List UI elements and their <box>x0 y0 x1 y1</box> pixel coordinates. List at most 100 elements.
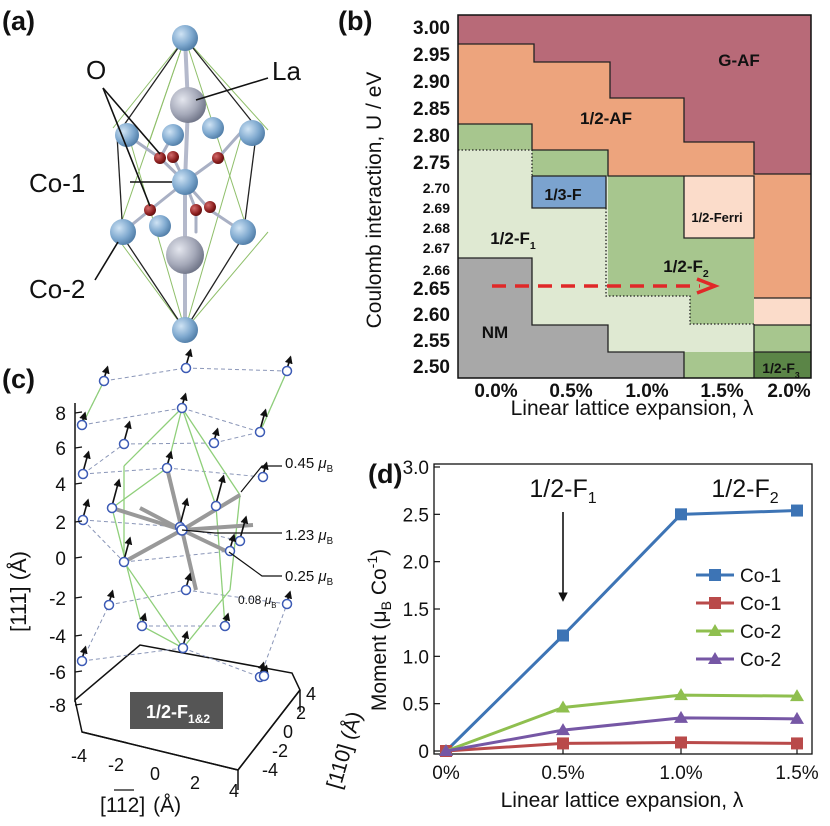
moment-y-tick-label: 2.5 <box>403 505 429 526</box>
moment-y-tick-label: 1.0 <box>403 647 429 668</box>
la-atom <box>166 236 204 274</box>
phase-label-g-af: G-AF <box>718 51 760 70</box>
y111-tick-label: 6 <box>55 439 66 460</box>
lattice-dash <box>259 603 288 678</box>
y111-tick <box>74 670 83 673</box>
u-tick-label: 2.95 <box>413 45 450 66</box>
moment-label: 0.08 μB <box>238 593 276 610</box>
o-atom <box>154 152 166 164</box>
spin-site <box>136 612 148 632</box>
spin-site <box>76 411 88 431</box>
lattice-dash <box>213 431 261 444</box>
z110-tick-label: 4 <box>306 684 316 704</box>
spin-site <box>254 408 268 438</box>
o-atom <box>204 201 216 213</box>
y111-tick-label: 8 <box>55 404 66 425</box>
y111-unit: (Å) <box>6 551 31 580</box>
series-point <box>557 629 569 642</box>
x112-main: [112] <box>100 794 145 817</box>
phase-boundary <box>458 43 811 175</box>
phase-y-title: Coulomb interaction, U / eV <box>363 72 386 329</box>
y111-tick-label: -8 <box>49 696 66 717</box>
cell-edge <box>123 561 184 649</box>
cell-edge <box>182 589 231 649</box>
series-point <box>557 737 569 750</box>
legend-label: Co-1 <box>740 594 781 615</box>
lattice-dash <box>81 407 183 426</box>
cell-edge <box>259 370 288 433</box>
bond-line <box>180 493 242 532</box>
moment-label: 0.45 μB <box>285 455 333 475</box>
spin-site <box>176 392 188 414</box>
cell-edge <box>123 407 183 467</box>
bond-line <box>165 467 184 531</box>
phase-label-1-2-ferri: 1/2-Ferri <box>691 210 742 225</box>
o-atom <box>144 204 156 216</box>
series-point <box>790 711 804 724</box>
u-tick-label: 2.85 <box>413 99 450 120</box>
phase-labels: G-AF 1/2-AF 1/3-F 1/2-F1 1/2-F2 1/2-Ferri 1/2-… <box>482 51 800 380</box>
moment-x-title: Linear lattice expansion, λ <box>501 789 744 812</box>
lambda-tick-label: 0.5% <box>549 381 592 402</box>
series-point <box>675 736 687 749</box>
lattice-dash <box>108 589 187 606</box>
moment-leader <box>228 551 282 577</box>
phase-label-nm: NM <box>482 323 508 342</box>
phase-region-1-2-ferri <box>754 298 811 325</box>
co1-atom <box>172 169 198 195</box>
z-110-ticks: 420-2-4 <box>262 684 316 780</box>
lattice-dash <box>166 467 264 478</box>
cell-edge <box>141 625 184 649</box>
phase-label-1-2-f3: 1/2-F3 <box>762 360 800 380</box>
phase-boundary <box>458 123 684 177</box>
lattice-dash <box>185 367 288 372</box>
spin-site <box>180 348 193 374</box>
cell-edge <box>111 467 168 509</box>
spin-site <box>118 420 132 450</box>
cell-edge <box>181 407 217 507</box>
spin-sites <box>76 348 293 683</box>
co-atom <box>239 120 265 146</box>
z110-tick-label: 2 <box>296 703 306 723</box>
cell-edge <box>215 505 226 627</box>
spin-site <box>281 590 293 610</box>
lambda-axis-ticks: 0.0% 0.5% 1.0% 1.5% 2.0% <box>474 381 810 402</box>
cell-edge <box>111 507 143 627</box>
lambda-tick-label: 0.0% <box>474 381 517 402</box>
lattice-dash <box>103 367 187 382</box>
phase-x-title: Linear lattice expansion, λ <box>511 397 754 420</box>
lattice-dash <box>82 519 125 563</box>
y111-tick-label: -4 <box>49 627 66 648</box>
phase-region-1-2-f3 <box>754 352 811 378</box>
co-atom <box>149 215 171 237</box>
phase-label-1-2-f2: 1/2-F2 <box>663 257 709 280</box>
lattice-dash <box>185 589 288 605</box>
u-tick-label: 2.55 <box>413 331 450 352</box>
x112-unit: (Å) <box>153 794 181 817</box>
lattice-dash <box>82 519 181 528</box>
phase-label-1-2-af: 1/2-AF <box>580 109 632 128</box>
moment-y-main: Moment (μ <box>368 610 391 711</box>
spin-site <box>177 630 190 654</box>
series-co-2-3 <box>439 710 804 756</box>
bond-line <box>181 528 227 553</box>
label-la: La <box>272 56 301 86</box>
phase-label-1-3-f: 1/3-F <box>544 187 582 204</box>
legend-label: Co-2 <box>740 622 781 643</box>
label-o: O <box>86 55 106 85</box>
phase-region-1-3-f <box>532 176 606 208</box>
series-line <box>445 716 798 753</box>
cell-edge <box>81 380 105 426</box>
moment-x-tick-label: 1.5% <box>775 763 818 784</box>
phase-boundaries <box>458 43 811 378</box>
y111-tick <box>74 703 83 706</box>
spin-site <box>98 365 110 387</box>
series-point <box>675 508 687 521</box>
spin-site <box>161 450 174 474</box>
co-atom <box>202 117 224 139</box>
spin-site <box>219 612 231 632</box>
moment-legend: Co-1 Co-1 Co-2 Co-2 <box>696 566 781 671</box>
moment-x-tick-label: 0.5% <box>541 763 584 784</box>
x112-tick-label: 2 <box>190 773 200 793</box>
spin-site <box>224 533 237 557</box>
